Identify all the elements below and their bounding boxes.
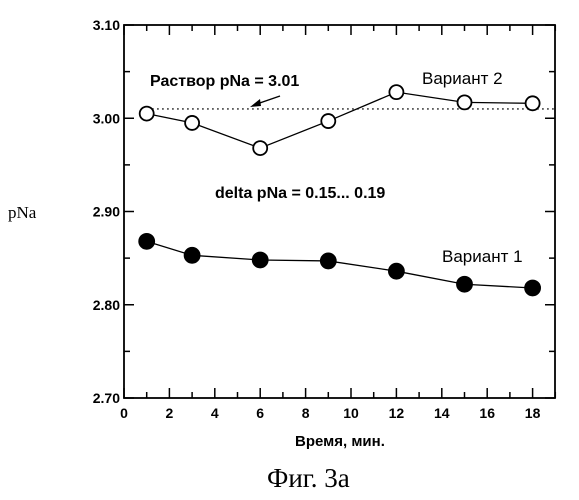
data-point-open [458, 95, 472, 109]
delta-annotation: delta pNa = 0.15... 0.19 [215, 185, 385, 202]
data-point-filled [389, 264, 404, 279]
data-point-open [185, 116, 199, 130]
reference-label: Раствор pNa = 3.01 [150, 73, 299, 90]
x-tick-label: 8 [302, 405, 310, 421]
x-tick-label: 16 [479, 405, 495, 421]
x-tick-label: 0 [120, 405, 128, 421]
x-tick-label: 6 [256, 405, 264, 421]
data-point-filled [525, 280, 540, 295]
data-point-filled [457, 277, 472, 292]
x-tick-label: 12 [389, 405, 405, 421]
data-point-filled [139, 234, 154, 249]
data-point-open [389, 85, 403, 99]
y-axis-title: pNa [8, 203, 37, 222]
y-tick-label: 3.00 [93, 110, 120, 126]
data-point-filled [321, 253, 336, 268]
y-tick-label: 2.80 [93, 297, 120, 313]
figure-caption: Фиг. 3а [267, 463, 350, 493]
y-tick-label: 3.10 [93, 17, 120, 33]
x-tick-label: 2 [166, 405, 174, 421]
data-point-filled [253, 252, 268, 267]
data-point-open [321, 114, 335, 128]
y-tick-label: 2.90 [93, 204, 120, 220]
data-point-open [526, 96, 540, 110]
series-label-variant-1: Вариант 1 [442, 247, 523, 266]
series-label-variant-2: Вариант 2 [422, 69, 503, 88]
x-tick-label: 4 [211, 405, 219, 421]
data-point-filled [185, 248, 200, 263]
x-axis-title: Время, мин. [295, 433, 385, 450]
y-tick-label: 2.70 [93, 390, 120, 406]
data-point-open [253, 141, 267, 155]
series-line-1 [147, 92, 533, 148]
x-tick-label: 18 [525, 405, 541, 421]
reference-arrow [250, 96, 280, 107]
x-tick-label: 10 [343, 405, 359, 421]
x-tick-label: 14 [434, 405, 450, 421]
data-point-open [140, 107, 154, 121]
